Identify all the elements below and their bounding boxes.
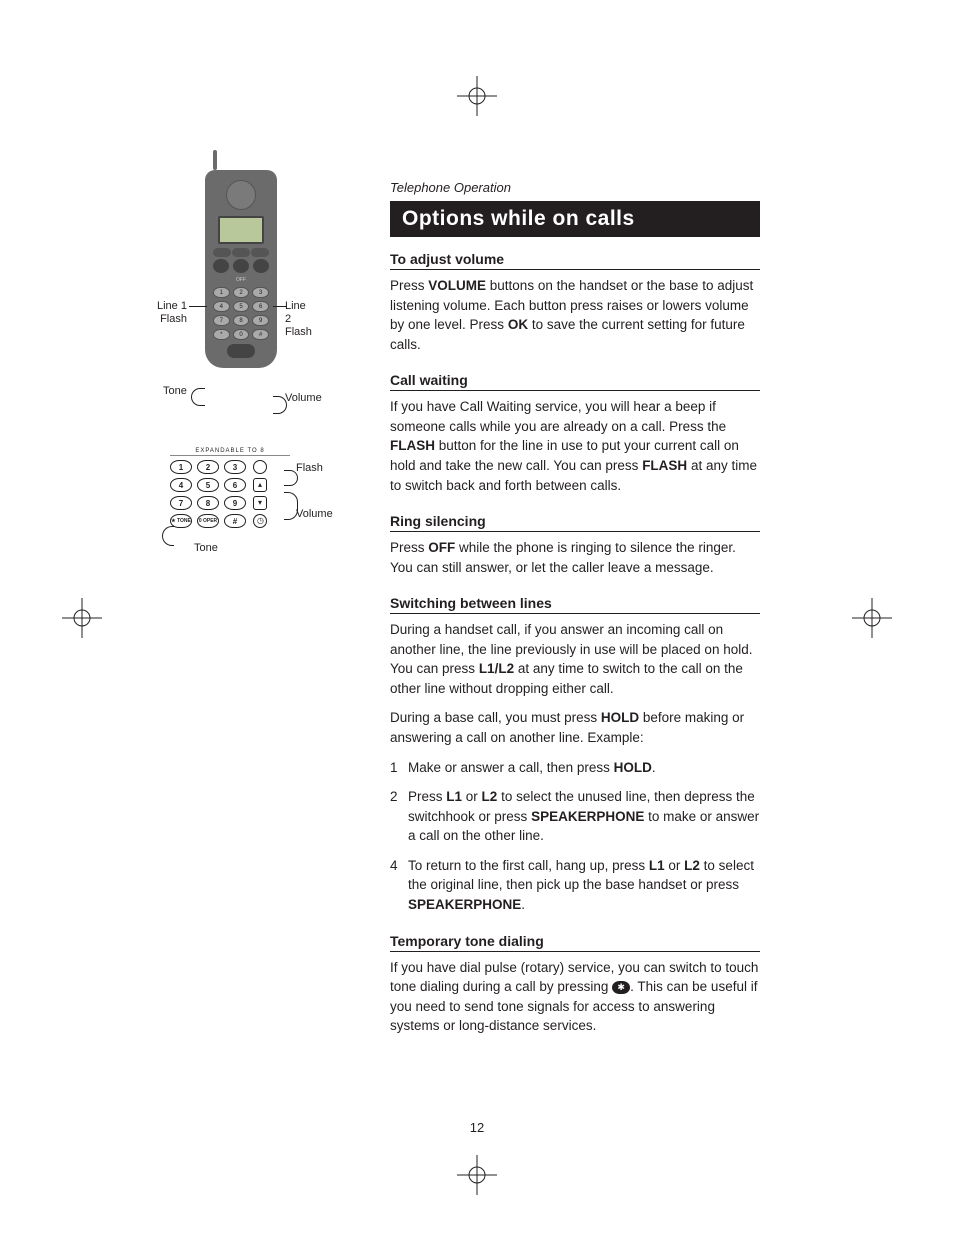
callout-line1: Line 1Flash: [157, 300, 187, 326]
antenna-icon: [213, 150, 217, 170]
base-key-4: 4: [170, 478, 192, 492]
base-key-7: 7: [170, 496, 192, 510]
heading-ring: Ring silencing: [390, 513, 760, 532]
page-title: Options while on calls: [390, 201, 760, 237]
para-volume: Press VOLUME buttons on the handset or t…: [390, 276, 760, 354]
list-item-1: 1 Make or answer a call, then press HOLD…: [390, 758, 760, 778]
keycap-flash-1: FLASH: [390, 438, 435, 453]
base-flash-button: [253, 460, 267, 474]
base-key-hash: #: [224, 514, 246, 528]
base-vol-up: ▴: [253, 478, 267, 492]
base-key-6: 6: [224, 478, 246, 492]
para-tone: If you have dial pulse (rotary) service,…: [390, 958, 760, 1036]
base-key-8: 8: [197, 496, 219, 510]
handset-screen: [218, 216, 264, 244]
base-keypad-diagram: EXPANDABLE TO 8 1 2 3 4 5 6 ▴ 7 8 9 ▾ ★ …: [170, 448, 290, 528]
keycap-hold-1: HOLD: [601, 710, 639, 725]
base-key-9: 9: [224, 496, 246, 510]
keycap-l1l2: L1/L2: [479, 661, 514, 676]
crop-mark-right: [852, 598, 892, 638]
heading-switch: Switching between lines: [390, 595, 760, 614]
keycap-off: OFF: [428, 540, 455, 555]
heading-waiting: Call waiting: [390, 372, 760, 391]
keycap-hold-2: HOLD: [614, 760, 652, 775]
base-header-label: EXPANDABLE TO 8: [170, 448, 290, 456]
heading-volume: To adjust volume: [390, 251, 760, 270]
handset-diagram: OFF 123 456 789 *0# Line 1Flash Line 2Fl…: [205, 170, 285, 368]
callout-tone: Tone: [163, 385, 187, 398]
para-switch-2: During a base call, you must press HOLD …: [390, 708, 760, 747]
handset-keypad: 123 456 789 *0#: [213, 287, 269, 340]
base-round-button: ◷: [253, 514, 267, 528]
base-callout-tone: Tone: [194, 542, 218, 555]
base-key-1: 1: [170, 460, 192, 474]
page-content: OFF 123 456 789 *0# Line 1Flash Line 2Fl…: [130, 70, 824, 1165]
heading-tone: Temporary tone dialing: [390, 933, 760, 952]
base-key-5: 5: [197, 478, 219, 492]
keycap-ok: OK: [508, 317, 528, 332]
base-key-0: 0 OPER: [197, 514, 219, 528]
para-waiting: If you have Call Waiting service, you wi…: [390, 397, 760, 495]
crop-mark-left: [62, 598, 102, 638]
callout-volume: Volume: [285, 392, 322, 405]
switch-list: 1 Make or answer a call, then press HOLD…: [390, 758, 760, 915]
keycap-flash-2: FLASH: [642, 458, 687, 473]
keycap-speakerphone-2: SPEAKERPHONE: [408, 897, 521, 912]
keycap-l1-b: L1: [649, 858, 665, 873]
keycap-volume: VOLUME: [428, 278, 486, 293]
speaker-icon: [226, 180, 256, 210]
page-number: 12: [470, 1120, 484, 1135]
off-key: [227, 344, 255, 358]
callout-line2: Line 2Flash: [285, 300, 312, 340]
star-tone-key-icon: [612, 981, 630, 994]
keycap-l2: L2: [482, 789, 498, 804]
para-ring: Press OFF while the phone is ringing to …: [390, 538, 760, 577]
list-item-3: 4 To return to the first call, hang up, …: [390, 856, 760, 915]
keycap-l2-b: L2: [684, 858, 700, 873]
base-callout-volume: Volume: [296, 508, 333, 521]
base-key-3: 3: [224, 460, 246, 474]
base-callout-flash: Flash: [296, 462, 323, 475]
text-column: Telephone Operation Options while on cal…: [390, 180, 760, 1046]
keycap-speakerphone-1: SPEAKERPHONE: [531, 809, 644, 824]
para-switch-1: During a handset call, if you answer an …: [390, 620, 760, 698]
handset-body: OFF 123 456 789 *0#: [205, 170, 277, 368]
diagram-column: OFF 123 456 789 *0# Line 1Flash Line 2Fl…: [130, 170, 360, 528]
keycap-l1: L1: [446, 789, 462, 804]
running-header: Telephone Operation: [390, 180, 760, 195]
base-key-2: 2: [197, 460, 219, 474]
base-vol-down: ▾: [253, 496, 267, 510]
list-item-2: 2 Press L1 or L2 to select the unused li…: [390, 787, 760, 846]
